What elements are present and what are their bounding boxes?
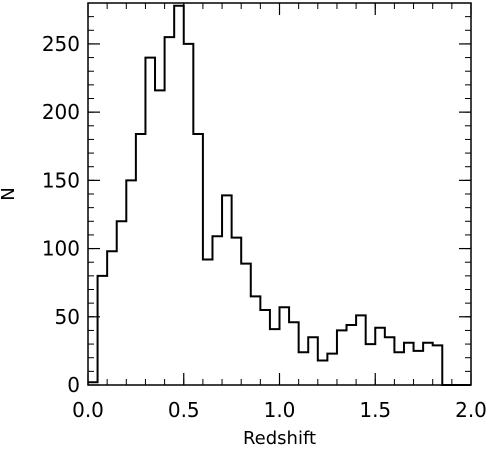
x-axis-title: Redshift <box>243 428 316 449</box>
x-tick-label: 0.0 <box>72 398 104 422</box>
y-tick-label: 0 <box>67 373 80 397</box>
y-tick-label: 150 <box>42 168 80 192</box>
y-tick-label: 50 <box>55 305 80 329</box>
plot-frame <box>87 2 472 386</box>
axis-ticks <box>87 2 472 386</box>
y-tick-label: 200 <box>42 100 80 124</box>
x-tick-label: 2.0 <box>455 398 487 422</box>
tick-labels: 0.0 0.5 1.0 1.5 2.0 0 50 100 150 200 250 <box>42 32 487 422</box>
x-tick-label: 1.0 <box>264 398 296 422</box>
histogram-step-line <box>88 4 471 386</box>
y-tick-label: 100 <box>42 237 80 261</box>
x-tick-label: 0.5 <box>168 398 200 422</box>
y-axis-title: N <box>0 187 19 200</box>
x-tick-label: 1.5 <box>359 398 391 422</box>
y-tick-label: 250 <box>42 32 80 56</box>
